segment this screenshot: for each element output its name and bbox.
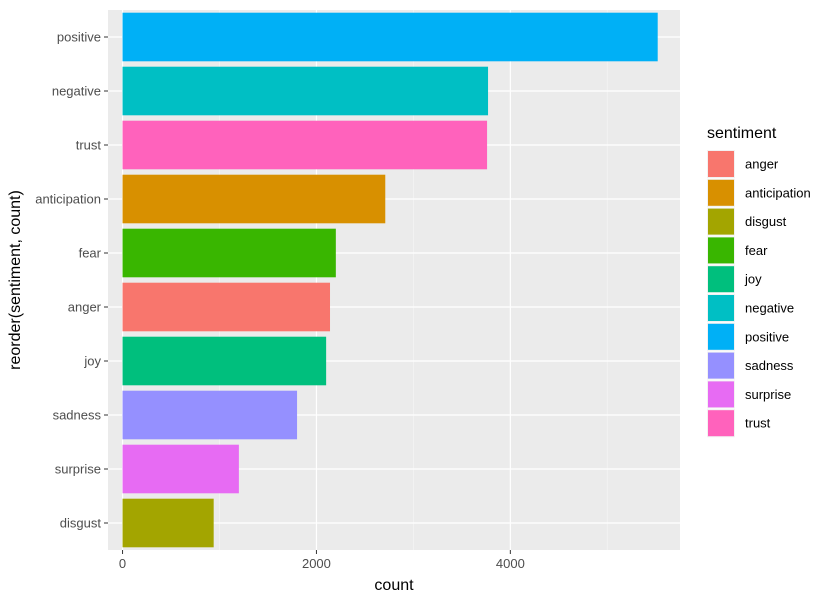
bar-anger (122, 282, 331, 332)
bar-anticipation (122, 174, 386, 224)
x-tick-label: 2000 (302, 556, 331, 571)
legend-swatch-surprise (708, 381, 734, 408)
bar-disgust (122, 498, 214, 548)
y-tick-label: trust (76, 138, 102, 153)
legend-swatch-sadness (708, 352, 734, 379)
legend-label-fear: fear (745, 243, 768, 258)
legend-title: sentiment (707, 125, 777, 142)
bar-sadness (122, 390, 298, 440)
y-tick-label: joy (83, 354, 101, 369)
legend-label-disgust: disgust (745, 214, 787, 229)
y-tick-label: disgust (60, 516, 102, 531)
y-axis-title: reorder(sentiment, count) (7, 190, 24, 370)
bar-surprise (122, 444, 239, 494)
legend-swatch-anger (708, 151, 734, 177)
y-tick-label: positive (57, 30, 101, 45)
legend-swatch-anticipation (708, 179, 734, 206)
legend-swatch-fear (708, 237, 734, 264)
x-tick-label: 4000 (496, 556, 525, 571)
legend-swatch-negative (708, 295, 734, 321)
legend-label-trust: trust (745, 416, 771, 431)
legend-swatch-joy (708, 266, 734, 293)
y-tick-label: fear (79, 246, 102, 261)
legend-swatch-positive (708, 323, 734, 350)
y-tick-label: surprise (55, 462, 101, 477)
y-tick-label: anger (68, 300, 102, 315)
bar-joy (122, 336, 327, 386)
x-tick-label: 0 (119, 556, 126, 571)
y-tick-label: negative (52, 84, 101, 99)
y-tick-label: sadness (53, 408, 102, 423)
legend-swatch-trust (708, 410, 734, 437)
legend-label-negative: negative (745, 301, 794, 316)
legend-label-anger: anger (745, 157, 779, 172)
x-axis: 0 2000 4000 (119, 550, 525, 571)
legend-label-anticipation: anticipation (745, 185, 811, 200)
legend-label-sadness: sadness (745, 358, 794, 373)
legend-label-positive: positive (745, 329, 789, 344)
legend-label-surprise: surprise (745, 387, 791, 402)
x-axis-title: count (374, 577, 414, 594)
bar-negative (122, 66, 489, 116)
y-axis: positive negative trust anticipation fear ang… (35, 30, 108, 531)
legend-swatch-disgust (708, 208, 734, 235)
bar-positive (122, 12, 658, 62)
bar-fear (122, 228, 336, 278)
y-tick-label: anticipation (35, 192, 101, 207)
legend-label-joy: joy (744, 272, 762, 287)
legend: sentiment anger anticipation disgust fear jo… (707, 125, 811, 438)
bars (122, 12, 658, 548)
bar-trust (122, 120, 488, 170)
